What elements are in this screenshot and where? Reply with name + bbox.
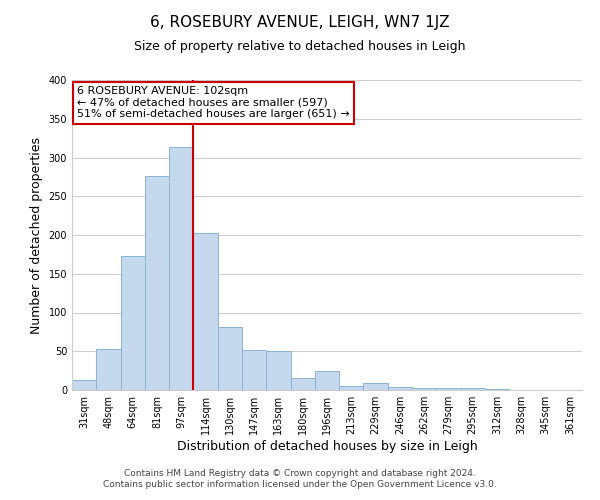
Bar: [364, 383, 388, 390]
Text: Size of property relative to detached houses in Leigh: Size of property relative to detached ho…: [134, 40, 466, 53]
Bar: [193, 232, 218, 390]
Bar: [145, 176, 169, 390]
Text: 6, ROSEBURY AVENUE, LEIGH, WN7 1JZ: 6, ROSEBURY AVENUE, LEIGH, WN7 1JZ: [150, 15, 450, 30]
Bar: [290, 378, 315, 390]
Bar: [388, 387, 412, 390]
Bar: [436, 388, 461, 390]
X-axis label: Distribution of detached houses by size in Leigh: Distribution of detached houses by size …: [176, 440, 478, 453]
Bar: [339, 386, 364, 390]
Bar: [121, 256, 145, 390]
Text: 6 ROSEBURY AVENUE: 102sqm
← 47% of detached houses are smaller (597)
51% of semi: 6 ROSEBURY AVENUE: 102sqm ← 47% of detac…: [77, 86, 350, 120]
Bar: [315, 370, 339, 390]
Bar: [412, 388, 436, 390]
Text: Contains HM Land Registry data © Crown copyright and database right 2024.: Contains HM Land Registry data © Crown c…: [124, 468, 476, 477]
Y-axis label: Number of detached properties: Number of detached properties: [30, 136, 43, 334]
Bar: [218, 327, 242, 390]
Bar: [461, 388, 485, 390]
Bar: [242, 350, 266, 390]
Bar: [169, 146, 193, 390]
Bar: [72, 380, 96, 390]
Text: Contains public sector information licensed under the Open Government Licence v3: Contains public sector information licen…: [103, 480, 497, 489]
Bar: [485, 389, 509, 390]
Bar: [96, 349, 121, 390]
Bar: [266, 351, 290, 390]
